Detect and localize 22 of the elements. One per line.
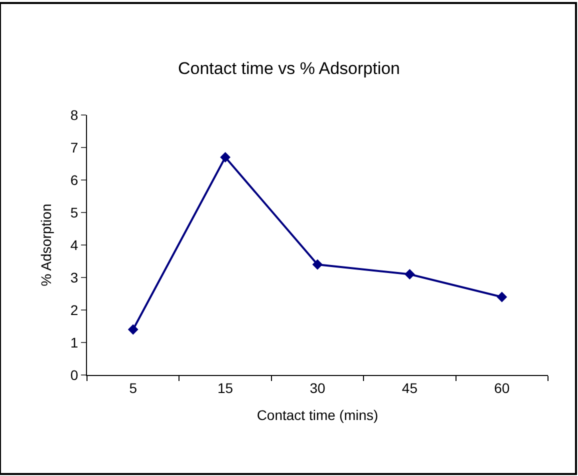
- point: [128, 324, 138, 335]
- y-tick-label: 5: [70, 204, 78, 220]
- x-tick-label: 60: [494, 380, 510, 396]
- point: [312, 259, 323, 270]
- chart-title: Contact time vs % Adsorption: [178, 58, 400, 78]
- y-tick-label: 8: [70, 106, 78, 123]
- y-tick-label: 3: [70, 269, 78, 286]
- point: [404, 269, 415, 280]
- y-tick-label: 0: [70, 366, 78, 383]
- y-tick-label: 6: [70, 172, 78, 188]
- x-tick-label: 30: [310, 380, 326, 396]
- y-axis-title: % Adsorption: [38, 204, 54, 286]
- point: [496, 292, 508, 302]
- y-tick-label: 4: [70, 236, 78, 253]
- x-tick-label: 15: [218, 380, 234, 396]
- y-tick-label: 2: [70, 302, 78, 318]
- y-tick-label: 1: [70, 334, 78, 350]
- x-axis-title: Contact time (mins): [256, 407, 378, 424]
- x-tick-label: 45: [402, 380, 418, 396]
- point: [220, 152, 230, 162]
- x-tick-label: 5: [129, 380, 138, 396]
- y-tick-label: 7: [70, 139, 78, 156]
